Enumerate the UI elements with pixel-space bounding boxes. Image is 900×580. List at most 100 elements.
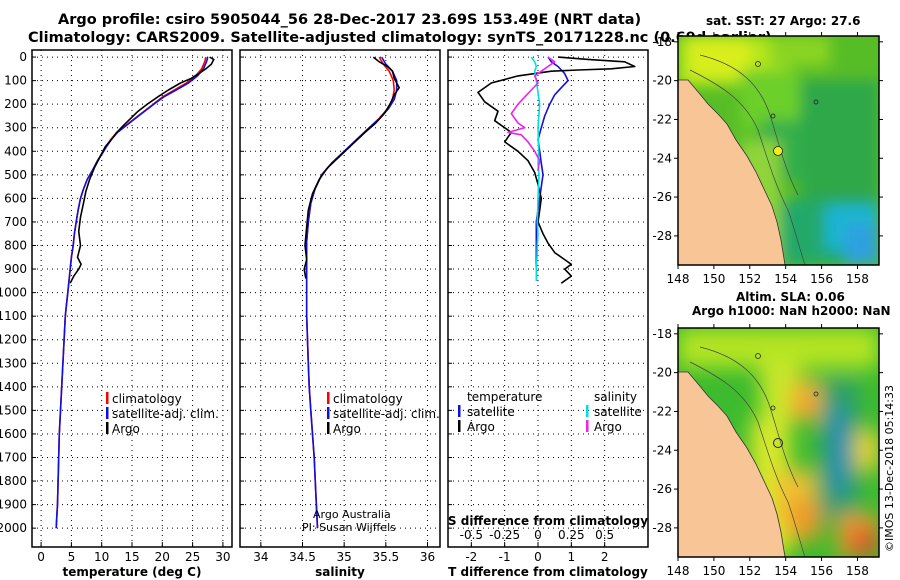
- lon-tick-label: 156: [810, 564, 833, 578]
- depth-tick-label: 0: [19, 50, 27, 64]
- depth-tick-label: 1100: [0, 309, 27, 323]
- depth-tick-label: 700: [4, 215, 27, 229]
- lat-tick-label: -28: [652, 229, 672, 243]
- temperature-panel: 0 5 10 15 20 25 30 temperature (deg C): [31, 49, 233, 579]
- lat-tick-label: -26: [652, 190, 672, 204]
- x-tick-label: 15: [124, 550, 139, 564]
- depth-tick-label: 1400: [0, 380, 27, 394]
- lon-tick-label: 158: [846, 564, 869, 578]
- x-axis-label: temperature (deg C): [63, 565, 202, 579]
- lon-tick-label: 158: [846, 272, 869, 286]
- x-tick-label: 5: [68, 550, 76, 564]
- x-tick-label: 0: [534, 550, 542, 564]
- sst-island: [813, 99, 819, 105]
- lat-tick-label: -24: [652, 151, 672, 165]
- x2-tick-label: -0.25: [489, 528, 520, 542]
- x-tick-label: -2: [465, 550, 477, 564]
- series-line-argo: [69, 56, 215, 284]
- legend-temp-satellite-label: satellite: [467, 405, 515, 419]
- lat-tick-label: -20: [652, 74, 672, 88]
- x2-tick-label: 0: [534, 528, 542, 542]
- depth-tick-label: 800: [4, 239, 27, 253]
- legend-argo-label: Argo: [333, 422, 361, 436]
- legend-temp-argo-label: Argo: [467, 420, 495, 434]
- x-tick-label: 36: [420, 550, 435, 564]
- salinity-legend: climatology satellite-adj. clim. Argo: [327, 392, 440, 436]
- difference-legend: temperature satellite Argo salinity sate…: [458, 390, 642, 434]
- lat-tick-label: -18: [652, 35, 672, 49]
- depth-tick-label: 300: [4, 121, 27, 135]
- x-tick-label: 0: [37, 550, 45, 564]
- sla-island: [813, 391, 819, 397]
- lat-tick-label: -26: [652, 482, 672, 496]
- argo-float-marker: [773, 438, 783, 448]
- lon-tick-label: 148: [667, 272, 690, 286]
- x-tick-label: 2: [601, 550, 609, 564]
- x-axis-label: T difference from climatology: [448, 565, 648, 579]
- depth-tick-label: 1600: [0, 427, 27, 441]
- depth-tick-label: 2000: [0, 521, 27, 535]
- legend-sal-argo-label: Argo: [594, 420, 622, 434]
- x-tick-label: 35.5: [372, 550, 399, 564]
- sla-contour: [699, 346, 799, 488]
- depth-tick-label: 1700: [0, 450, 27, 464]
- legend-temp-argo-swatch: [458, 420, 461, 432]
- legend-climatology-swatch: [327, 392, 330, 404]
- lat-tick-label: -20: [652, 366, 672, 380]
- lon-tick-label: 152: [738, 564, 761, 578]
- lat-tick-label: -22: [652, 112, 672, 126]
- lon-tick-label: 154: [774, 272, 797, 286]
- salinity-panel: 34 34.5 35 35.5 36 salinity: [239, 49, 441, 579]
- lat-tick-label: -28: [652, 521, 672, 535]
- legend-argo-swatch: [106, 422, 109, 434]
- series-line-argo: [303, 56, 401, 279]
- series-line-satellite-adj-clim: [55, 56, 209, 529]
- depth-tick-label: 400: [4, 144, 27, 158]
- lon-tick-label: 154: [774, 564, 797, 578]
- x2-tick-label: 0.25: [558, 528, 585, 542]
- series-line-climatology: [55, 56, 207, 529]
- sst-island: [770, 113, 776, 119]
- depth-axis: 0 100 200 300 400 500 600 700 800 900 1000 1100 1200…: [0, 50, 27, 535]
- lon-tick-label: 152: [738, 272, 761, 286]
- lon-tick-label: 148: [667, 564, 690, 578]
- x2-axis-title: S difference from climatology: [448, 514, 648, 528]
- sla-map-title1: Altim. SLA: 0.06: [736, 290, 845, 304]
- lat-tick-label: -18: [652, 327, 672, 341]
- sla-island: [770, 405, 776, 411]
- legend-climatology-label: climatology: [112, 392, 182, 406]
- credit-line1: Argo Australia: [313, 508, 391, 521]
- x-tick-label: 10: [94, 550, 109, 564]
- sst-island: [755, 61, 761, 67]
- timestamp: ©IMOS 13-Dec-2018 05:14:33: [883, 385, 896, 552]
- x2-tick-label: -0.5: [460, 528, 483, 542]
- x-axis-label: salinity: [315, 565, 365, 579]
- legend-satellite-label: satellite-adj. clim.: [112, 407, 219, 421]
- legend-temperature-title: temperature: [467, 390, 542, 404]
- depth-tick-label: 200: [4, 97, 27, 111]
- argo-float-marker: [773, 146, 783, 156]
- x-tick-label: -1: [499, 550, 511, 564]
- sst-map-frame: [677, 35, 880, 266]
- legend-sal-argo-swatch: [586, 420, 589, 432]
- series-line-temperature-satellite: [535, 56, 569, 281]
- sst-map: [678, 36, 879, 265]
- sst-map-title: sat. SST: 27 Argo: 27.6: [706, 14, 860, 28]
- x-tick-label: 35: [337, 550, 352, 564]
- legend-sal-satellite-swatch: [586, 405, 589, 417]
- legend-temp-satellite-swatch: [458, 405, 461, 417]
- lon-tick-label: 150: [702, 564, 725, 578]
- x-tick-label: 25: [185, 550, 200, 564]
- panel-frame: [239, 49, 441, 548]
- legend-satellite-label: satellite-adj. clim.: [333, 407, 440, 421]
- sla-lon-axis: 148 150 152 154 156 158: [667, 324, 869, 578]
- legend-satellite-swatch: [327, 407, 330, 419]
- x2-tick-label: 0.5: [595, 528, 614, 542]
- panel-frame: [31, 49, 233, 548]
- legend-climatology-swatch: [106, 392, 109, 404]
- legend-argo-swatch: [327, 422, 330, 434]
- sla-lat-axis: -18 -20 -22 -24 -26 -28: [652, 327, 883, 535]
- lat-tick-label: -22: [652, 404, 672, 418]
- depth-tick-label: 1200: [0, 333, 27, 347]
